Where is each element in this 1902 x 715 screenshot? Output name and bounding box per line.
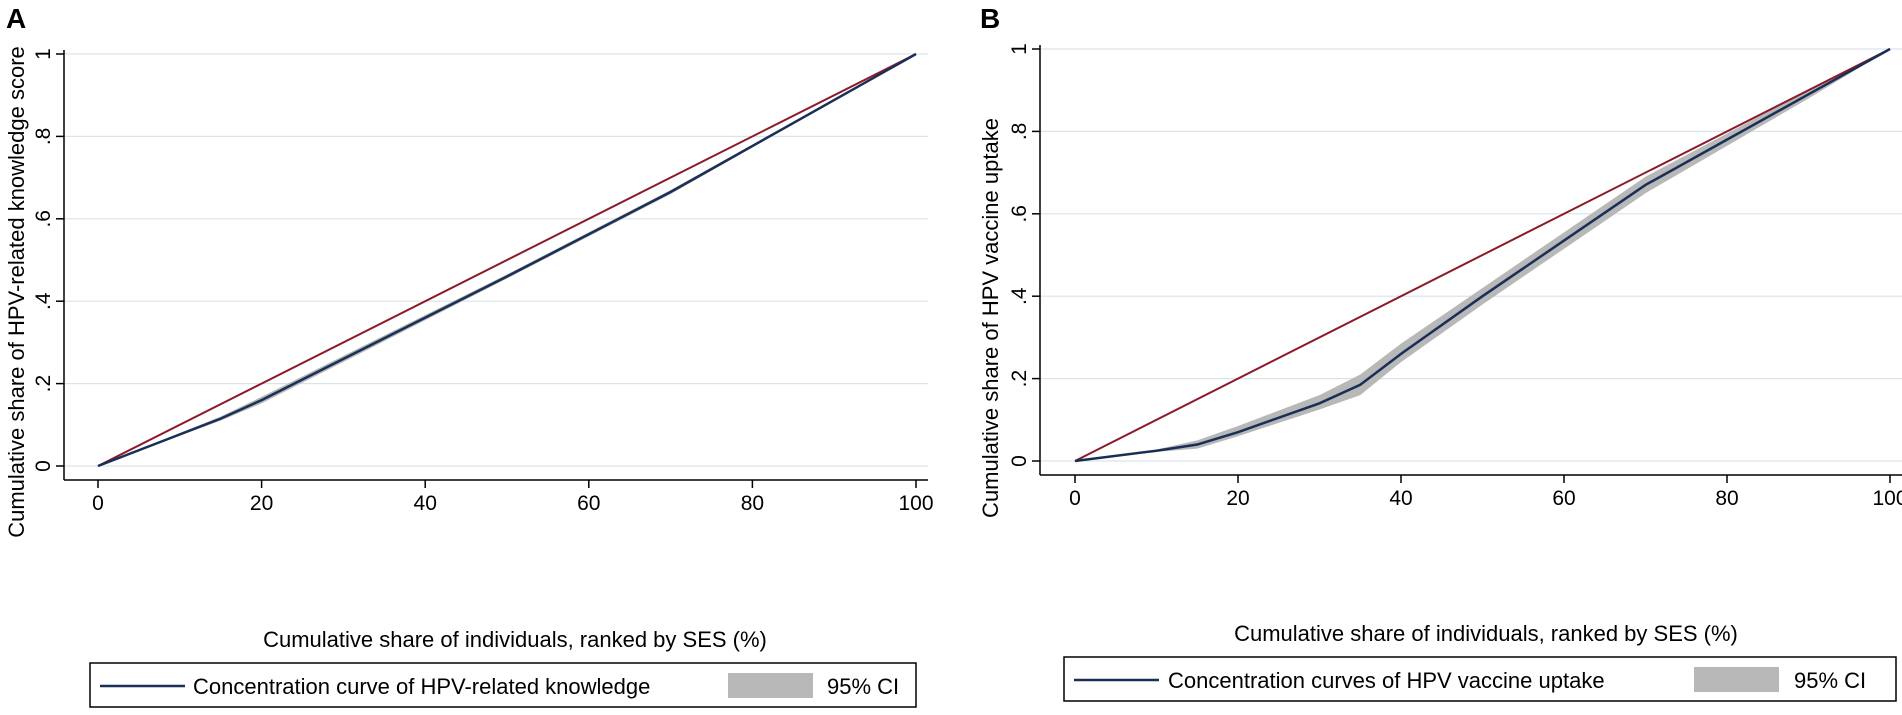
panel-b-y-tick-label-2: .4 [1008, 287, 1031, 305]
panel-a-y-tick-label-1: .2 [32, 375, 55, 393]
panel-b-legend: Concentration curves of HPV vaccine upta… [1063, 656, 1897, 702]
panel-b-legend-curve-label: Concentration curves of HPV vaccine upta… [1168, 668, 1605, 693]
panel-b-x-axis-title: Cumulative share of individuals, ranked … [1234, 621, 1738, 646]
panel-label-a: A [6, 3, 26, 34]
panel-a-y-tick-label-5: 1 [32, 48, 55, 60]
panel-b-y-tick-label-3: .6 [1008, 205, 1031, 223]
panel-b-concentration-curve [1074, 47, 1891, 463]
panel-a-legend-curve-label: Concentration curve of HPV-related knowl… [193, 674, 650, 699]
panel-a-concentration-curve [97, 52, 917, 468]
panel-b-y-tick-label-1: .2 [1008, 370, 1031, 388]
panel-a-y-tick-label-3: .6 [32, 210, 55, 228]
panel-a-x-tick-label-2: 40 [414, 492, 437, 515]
panel-b-equality-line [1074, 48, 1891, 462]
panel-a-y-axis-title: Cumulative share of HPV-related knowledg… [4, 46, 29, 538]
panel-a-x-tick-label-4: 80 [741, 492, 764, 515]
panel-b: B 0 .2 .4 .6 .8 1 0 20 40 60 80 100 Cumulative shar… [978, 3, 1902, 702]
panel-a-x-tick-label-1: 20 [250, 492, 273, 515]
panel-b-legend-ci-label: 95% CI [1794, 668, 1866, 693]
panel-a-legend-ci-swatch [728, 673, 813, 698]
panel-b-x-tick-label-0: 0 [1069, 487, 1081, 510]
panel-a-x-tick-label-3: 60 [577, 492, 600, 515]
panel-a-x-tick-label-5: 100 [898, 492, 933, 515]
panel-b-x-tick-label-4: 80 [1715, 487, 1738, 510]
panel-a-x-tick-label-0: 0 [92, 492, 104, 515]
panel-b-legend-ci-swatch [1694, 667, 1779, 692]
panel-b-y-tick-label-4: .8 [1008, 123, 1031, 141]
panel-a-legend: Concentration curve of HPV-related knowl… [89, 662, 917, 708]
panel-b-y-axis-title: Cumulative share of HPV vaccine uptake [978, 118, 1003, 518]
panel-label-b: B [980, 3, 1000, 34]
panel-a-y-tick-label-2: .4 [32, 292, 55, 310]
panel-b-y-tick-label-0: 0 [1008, 455, 1031, 467]
panel-a-legend-ci-label: 95% CI [827, 674, 899, 699]
panel-b-x-tick-label-1: 20 [1226, 487, 1249, 510]
panel-a-x-axis-title: Cumulative share of individuals, ranked … [263, 627, 767, 652]
panel-a-plot: 0 .2 .4 .6 .8 1 0 20 40 60 80 100 [32, 48, 934, 515]
panel-a-y-tick-label-4: .8 [32, 128, 55, 146]
panel-b-plot: 0 .2 .4 .6 .8 1 0 20 40 60 80 100 [1008, 43, 1902, 510]
panel-a-y-tick-label-0: 0 [32, 460, 55, 472]
panel-b-x-tick-label-5: 100 [1872, 487, 1902, 510]
panel-a: A 0 .2 .4 .6 .8 1 0 20 40 60 80 100 Cumulative shar… [4, 3, 934, 708]
panel-b-y-tick-label-5: 1 [1008, 43, 1031, 55]
panel-b-x-tick-label-2: 40 [1389, 487, 1412, 510]
panel-a-equality-line [97, 53, 917, 467]
panel-b-x-tick-label-3: 60 [1552, 487, 1575, 510]
